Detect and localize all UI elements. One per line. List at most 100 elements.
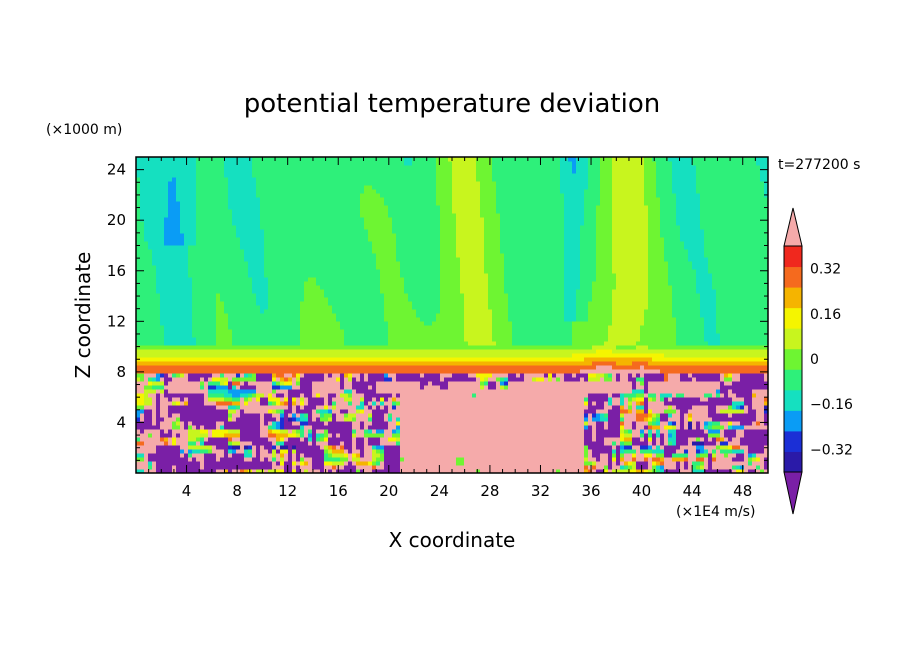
contour-cell xyxy=(320,293,325,298)
contour-cell xyxy=(320,353,325,358)
contour-cell xyxy=(240,253,245,258)
contour-cell xyxy=(208,309,213,314)
contour-cell xyxy=(232,365,237,370)
contour-cell xyxy=(172,409,177,414)
contour-cell xyxy=(224,425,229,430)
contour-cell xyxy=(288,421,293,426)
contour-cell xyxy=(292,305,297,310)
contour-cell xyxy=(376,381,381,386)
contour-cell xyxy=(144,341,149,346)
contour-cell xyxy=(200,305,205,310)
contour-cell xyxy=(360,309,365,314)
contour-cell xyxy=(136,317,141,322)
contour-cell xyxy=(184,257,189,262)
contour-cell xyxy=(176,453,181,458)
contour-cell xyxy=(276,229,281,234)
contour-cell xyxy=(192,453,197,458)
contour-cell xyxy=(168,361,173,366)
contour-cell xyxy=(264,189,269,194)
contour-cell xyxy=(284,441,289,446)
contour-cell xyxy=(328,181,333,186)
contour-cell xyxy=(200,221,205,226)
contour-cell xyxy=(148,293,153,298)
contour-cell xyxy=(172,177,177,182)
contour-cell xyxy=(300,165,305,170)
contour-cell xyxy=(136,325,141,330)
contour-cell xyxy=(224,461,229,466)
contour-cell xyxy=(368,261,373,266)
contour-cell xyxy=(164,281,169,286)
contour-cell xyxy=(280,337,285,342)
contour-cell xyxy=(308,201,313,206)
contour-cell xyxy=(356,237,361,242)
contour-cell xyxy=(336,325,341,330)
contour-cell xyxy=(252,197,257,202)
contour-cell xyxy=(380,257,385,262)
contour-cell xyxy=(224,201,229,206)
contour-cell xyxy=(264,349,269,354)
contour-cell xyxy=(316,293,321,298)
contour-cell xyxy=(304,393,309,398)
contour-cell xyxy=(376,409,381,414)
contour-cell xyxy=(264,213,269,218)
contour-cell xyxy=(212,349,217,354)
contour-cell xyxy=(212,201,217,206)
contour-cell xyxy=(240,341,245,346)
contour-cell xyxy=(360,217,365,222)
contour-cell xyxy=(168,321,173,326)
contour-cell xyxy=(240,461,245,466)
contour-cell xyxy=(152,349,157,354)
contour-cell xyxy=(324,401,329,406)
contour-cell xyxy=(376,465,381,470)
contour-cell xyxy=(388,457,393,462)
contour-cell xyxy=(356,457,361,462)
contour-cell xyxy=(260,337,265,342)
contour-cell xyxy=(368,357,373,362)
contour-cell xyxy=(156,353,161,358)
contour-cell xyxy=(188,345,193,350)
contour-cell xyxy=(252,281,257,286)
contour-cell xyxy=(316,221,321,226)
contour-cell xyxy=(196,357,201,362)
contour-cell xyxy=(152,301,157,306)
contour-cell xyxy=(188,381,193,386)
contour-cell xyxy=(220,257,225,262)
contour-cell xyxy=(324,381,329,386)
contour-cell xyxy=(324,169,329,174)
contour-cell xyxy=(136,377,141,382)
contour-cell xyxy=(224,393,229,398)
contour-cell xyxy=(136,305,141,310)
contour-cell xyxy=(332,261,337,266)
contour-cell xyxy=(216,261,221,266)
contour-cell xyxy=(184,181,189,186)
contour-cell xyxy=(320,209,325,214)
contour-cell xyxy=(352,437,357,442)
contour-cell xyxy=(284,357,289,362)
contour-cell xyxy=(204,245,209,250)
contour-cell xyxy=(284,273,289,278)
contour-cell xyxy=(204,381,209,386)
contour-cell xyxy=(336,277,341,282)
contour-cell xyxy=(252,337,257,342)
contour-cell xyxy=(304,209,309,214)
contour-cell xyxy=(364,357,369,362)
contour-cell xyxy=(204,425,209,430)
contour-cell xyxy=(160,453,165,458)
contour-cell xyxy=(336,369,341,374)
contour-cell xyxy=(384,189,389,194)
contour-cell xyxy=(196,369,201,374)
contour-cell xyxy=(156,325,161,330)
contour-cell xyxy=(192,381,197,386)
contour-cell xyxy=(276,453,281,458)
contour-cell xyxy=(164,413,169,418)
contour-cell xyxy=(296,453,301,458)
contour-cell xyxy=(212,397,217,402)
contour-cell xyxy=(244,409,249,414)
contour-cell xyxy=(320,405,325,410)
contour-cell xyxy=(368,197,373,202)
contour-cell xyxy=(292,217,297,222)
contour-cell xyxy=(244,245,249,250)
contour-cell xyxy=(368,345,373,350)
contour-cell xyxy=(160,457,165,462)
contour-cell xyxy=(160,449,165,454)
